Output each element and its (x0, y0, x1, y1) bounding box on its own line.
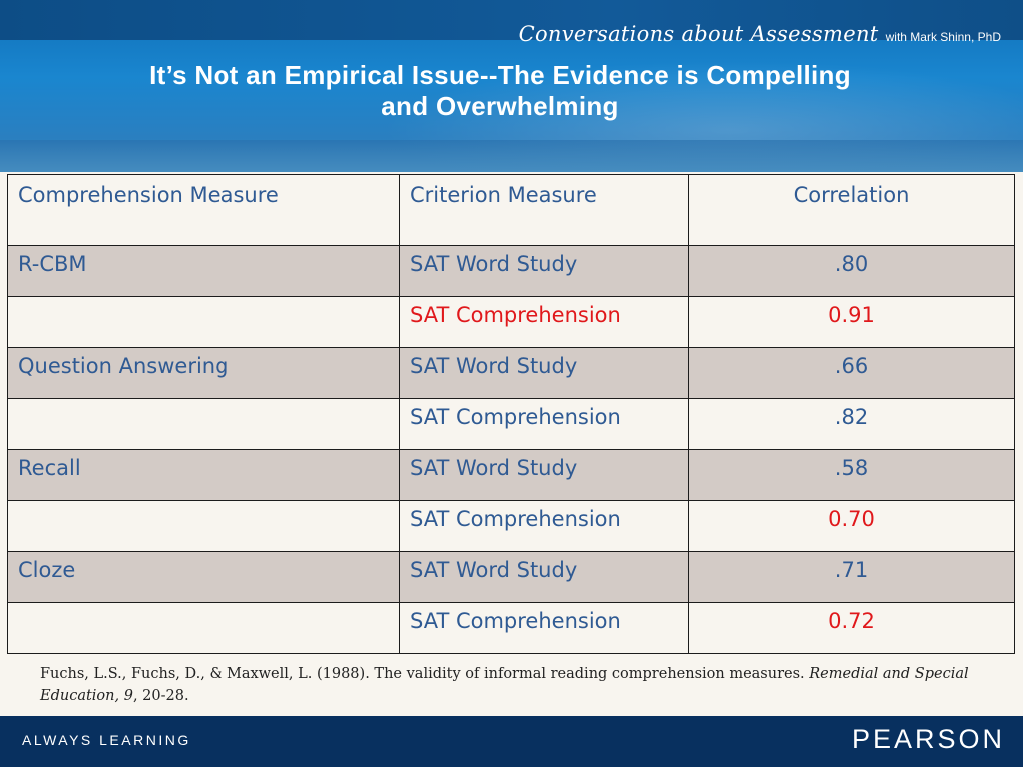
table-header-row: Comprehension Measure Criterion Measure … (7, 174, 1015, 246)
table-row: SAT Comprehension .82 (7, 398, 1015, 450)
table-row: SAT Comprehension 0.91 (7, 296, 1015, 348)
correlation-cell: .66 (688, 347, 1015, 399)
header-cell: Correlation (688, 174, 1015, 246)
footer-bar: ALWAYS LEARNING PEARSON (0, 716, 1023, 767)
table-row: SAT Comprehension 0.72 (7, 602, 1015, 654)
criterion-cell: SAT Comprehension (399, 500, 689, 552)
correlation-cell: .71 (688, 551, 1015, 603)
header-cell: Criterion Measure (399, 174, 689, 246)
header-cell: Comprehension Measure (7, 174, 400, 246)
brand-script: Conversations about Assessment (518, 22, 879, 46)
correlation-table: Comprehension Measure Criterion Measure … (7, 174, 1015, 654)
table-row: SAT Comprehension 0.70 (7, 500, 1015, 552)
header-stripe (0, 140, 1023, 172)
title-line-2: and Overwhelming (381, 91, 619, 121)
correlation-cell: 0.72 (688, 602, 1015, 654)
citation-pages: , 20-28. (132, 688, 189, 704)
criterion-cell: SAT Comprehension (399, 296, 689, 348)
correlation-cell: .58 (688, 449, 1015, 501)
measure-cell: R-CBM (7, 245, 400, 297)
measure-cell: Cloze (7, 551, 400, 603)
measure-cell: Question Answering (7, 347, 400, 399)
measure-cell (7, 500, 400, 552)
pearson-logo: PEARSON (851, 724, 1005, 754)
measure-cell: Recall (7, 449, 400, 501)
brand-suffix: with Mark Shinn, PhD (885, 30, 1001, 44)
criterion-cell: SAT Word Study (399, 551, 689, 603)
slide-title: It’s Not an Empirical Issue--The Evidenc… (0, 60, 1000, 122)
citation: Fuchs, L.S., Fuchs, D., & Maxwell, L. (1… (40, 663, 1000, 707)
citation-journal: Remedial and Special Education, 9 (40, 666, 969, 704)
criterion-cell: SAT Comprehension (399, 398, 689, 450)
measure-cell (7, 296, 400, 348)
criterion-cell: SAT Word Study (399, 245, 689, 297)
table-row: R-CBM SAT Word Study .80 (7, 245, 1015, 297)
table-row: Question Answering SAT Word Study .66 (7, 347, 1015, 399)
correlation-cell: .82 (688, 398, 1015, 450)
correlation-cell: 0.91 (688, 296, 1015, 348)
criterion-cell: SAT Word Study (399, 347, 689, 399)
title-line-1: It’s Not an Empirical Issue--The Evidenc… (149, 60, 851, 90)
header-top-band (0, 0, 1023, 40)
brand-logo: Conversations about Assessment with Mark… (519, 22, 1001, 46)
table-row: Recall SAT Word Study .58 (7, 449, 1015, 501)
header-banner: Conversations about Assessment with Mark… (0, 0, 1023, 172)
footer-tagline: ALWAYS LEARNING (22, 732, 191, 748)
correlation-cell: 0.70 (688, 500, 1015, 552)
citation-text: Fuchs, L.S., Fuchs, D., & Maxwell, L. (1… (40, 666, 810, 682)
table-row: Cloze SAT Word Study .71 (7, 551, 1015, 603)
measure-cell (7, 602, 400, 654)
measure-cell (7, 398, 400, 450)
correlation-cell: .80 (688, 245, 1015, 297)
criterion-cell: SAT Word Study (399, 449, 689, 501)
criterion-cell: SAT Comprehension (399, 602, 689, 654)
